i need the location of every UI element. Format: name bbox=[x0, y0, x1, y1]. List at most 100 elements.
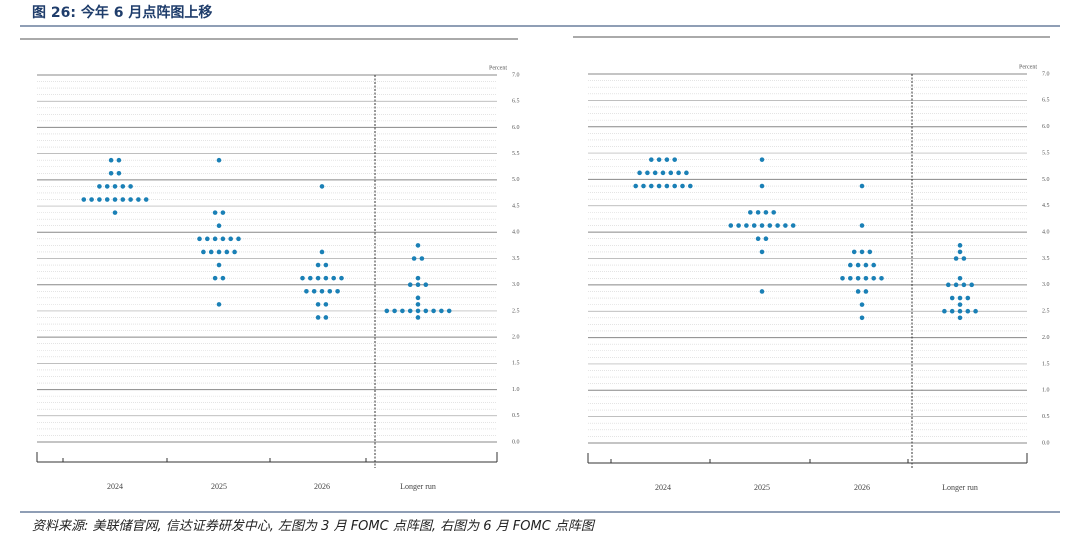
dot bbox=[775, 223, 780, 228]
dot bbox=[415, 243, 421, 248]
dot bbox=[771, 210, 776, 215]
dot bbox=[879, 275, 884, 281]
dot bbox=[97, 184, 102, 189]
dot bbox=[751, 223, 757, 228]
y-tick-label: 7.0 bbox=[1042, 71, 1050, 77]
dot bbox=[649, 157, 654, 162]
y-tick-label: 6.5 bbox=[1042, 98, 1050, 104]
dot bbox=[439, 308, 444, 314]
dot bbox=[120, 197, 126, 202]
y-tick-label: 0.5 bbox=[512, 413, 520, 419]
x-tick-label: 2025 bbox=[211, 482, 227, 491]
dot bbox=[108, 157, 114, 163]
dot bbox=[672, 157, 677, 162]
dot bbox=[216, 249, 222, 255]
dot bbox=[859, 315, 865, 321]
dot bbox=[212, 275, 218, 281]
dot bbox=[641, 183, 646, 189]
dot bbox=[216, 157, 222, 163]
dot bbox=[415, 315, 421, 320]
dot bbox=[728, 223, 734, 228]
dot bbox=[216, 302, 222, 307]
dot bbox=[680, 183, 685, 189]
dot bbox=[315, 262, 321, 268]
dot bbox=[236, 236, 241, 242]
dot bbox=[97, 197, 102, 202]
dot bbox=[415, 282, 421, 288]
dot bbox=[863, 262, 869, 268]
dot bbox=[104, 184, 110, 189]
dot bbox=[392, 308, 397, 314]
dot bbox=[664, 183, 670, 189]
dot bbox=[957, 249, 963, 255]
dot bbox=[942, 308, 947, 314]
dot bbox=[407, 282, 413, 288]
figure-title: 图 26: 今年 6 月点阵图上移 bbox=[32, 4, 212, 21]
dot bbox=[759, 183, 765, 189]
dot bbox=[840, 275, 845, 281]
y-tick-label: 1.5 bbox=[512, 361, 520, 367]
dot bbox=[311, 288, 317, 294]
dot bbox=[969, 282, 974, 288]
dot bbox=[415, 275, 421, 281]
dot bbox=[755, 236, 761, 242]
dot bbox=[957, 308, 963, 314]
y-tick-label: 5.5 bbox=[1042, 150, 1050, 156]
dot bbox=[136, 197, 141, 202]
dot bbox=[759, 249, 765, 255]
y-tick-label: 3.5 bbox=[1042, 256, 1050, 262]
dot bbox=[783, 223, 788, 228]
y-tick-label: 2.5 bbox=[1042, 309, 1050, 315]
dot bbox=[645, 170, 650, 176]
x-tick-label: Longer run bbox=[942, 483, 978, 492]
y-tick-label: 6.0 bbox=[1042, 124, 1050, 130]
y-tick-label: 4.0 bbox=[1042, 230, 1050, 236]
dot bbox=[232, 249, 237, 255]
dot bbox=[649, 183, 654, 189]
dot bbox=[224, 249, 230, 255]
dot bbox=[315, 315, 321, 320]
x-tick-label: Longer run bbox=[400, 482, 436, 491]
dot bbox=[212, 210, 218, 215]
dot bbox=[863, 289, 869, 294]
dot bbox=[323, 275, 329, 281]
dot bbox=[315, 275, 321, 281]
y-tick-label: 4.5 bbox=[1042, 203, 1050, 209]
y-tick-label: 3.0 bbox=[512, 282, 520, 288]
dot bbox=[867, 249, 873, 255]
dot bbox=[755, 210, 761, 215]
dot bbox=[790, 223, 796, 228]
dot bbox=[423, 282, 429, 288]
dot bbox=[205, 236, 210, 242]
y-tick-label: 2.0 bbox=[1042, 335, 1050, 341]
dot bbox=[637, 170, 642, 176]
dot bbox=[128, 197, 133, 202]
dot bbox=[953, 256, 959, 261]
axis-label: Percent bbox=[1019, 64, 1037, 70]
x-tick-label: 2026 bbox=[314, 482, 330, 491]
y-tick-label: 3.0 bbox=[1042, 282, 1050, 288]
dot bbox=[431, 308, 436, 314]
x-tick-label: 2025 bbox=[754, 483, 770, 492]
dot bbox=[212, 236, 218, 242]
y-tick-label: 1.0 bbox=[1042, 388, 1050, 394]
y-tick-label: 2.0 bbox=[512, 335, 520, 341]
dot bbox=[748, 210, 753, 215]
dot bbox=[736, 223, 741, 228]
dot bbox=[423, 308, 429, 314]
dot bbox=[965, 308, 971, 314]
x-tick-label: 2024 bbox=[655, 483, 671, 492]
dot bbox=[961, 256, 967, 261]
dot bbox=[400, 308, 405, 314]
dot bbox=[300, 275, 305, 281]
dot bbox=[684, 170, 689, 176]
dot bbox=[143, 197, 149, 202]
dot bbox=[220, 210, 226, 215]
dot bbox=[668, 170, 674, 176]
dot bbox=[323, 302, 329, 307]
y-tick-label: 5.0 bbox=[512, 177, 520, 183]
dot bbox=[652, 170, 658, 176]
y-tick-label: 6.0 bbox=[512, 125, 520, 131]
dot bbox=[407, 308, 413, 314]
dot bbox=[961, 282, 967, 288]
